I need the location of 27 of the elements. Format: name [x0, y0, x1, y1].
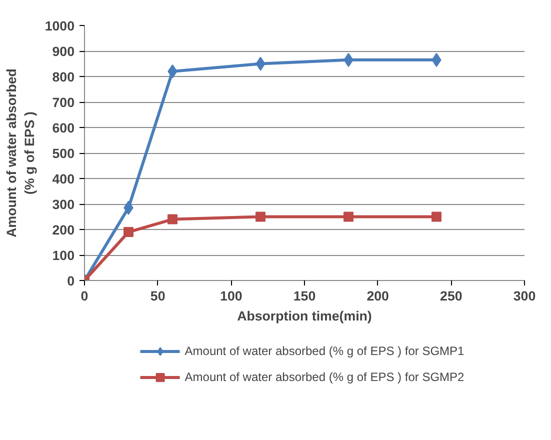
- y-tick-label: 200: [52, 222, 75, 238]
- x-tick-label: 100: [220, 288, 242, 304]
- legend-label: Amount of water absorbed (% g of EPS ) for SGMP2: [184, 370, 464, 384]
- legend-label: Amount of water absorbed (% g of EPS ) for SGMP1: [184, 344, 464, 358]
- point: [432, 212, 442, 222]
- x-axis-title: Absorption time(min): [237, 308, 372, 324]
- y-tick-label: 400: [52, 172, 75, 186]
- y-axis-title: Amount of water absorbed (% g of EPS ): [4, 68, 37, 238]
- y-tick-label: 900: [52, 44, 75, 59]
- y-tick-label: 100: [52, 248, 75, 263]
- y-tick-label: 500: [52, 146, 75, 161]
- point: [256, 212, 266, 222]
- point: [344, 212, 354, 222]
- x-tick-label: 300: [513, 288, 536, 304]
- y-tick-label: 700: [52, 95, 75, 110]
- x-tick-label: 150: [293, 288, 316, 304]
- y-tick-label: 1000: [44, 18, 75, 34]
- y-tick-label: 600: [52, 120, 75, 136]
- x-tick-label: 250: [440, 288, 462, 304]
- x-tick-label: 50: [150, 288, 166, 304]
- y-tick-label: 800: [52, 70, 75, 84]
- y-tick-label: 0: [67, 274, 75, 288]
- x-tick-label: 0: [80, 288, 88, 304]
- point: [168, 214, 178, 224]
- y-tick-label: 300: [52, 197, 75, 212]
- x-tick-label: 200: [366, 288, 389, 304]
- point: [124, 227, 134, 238]
